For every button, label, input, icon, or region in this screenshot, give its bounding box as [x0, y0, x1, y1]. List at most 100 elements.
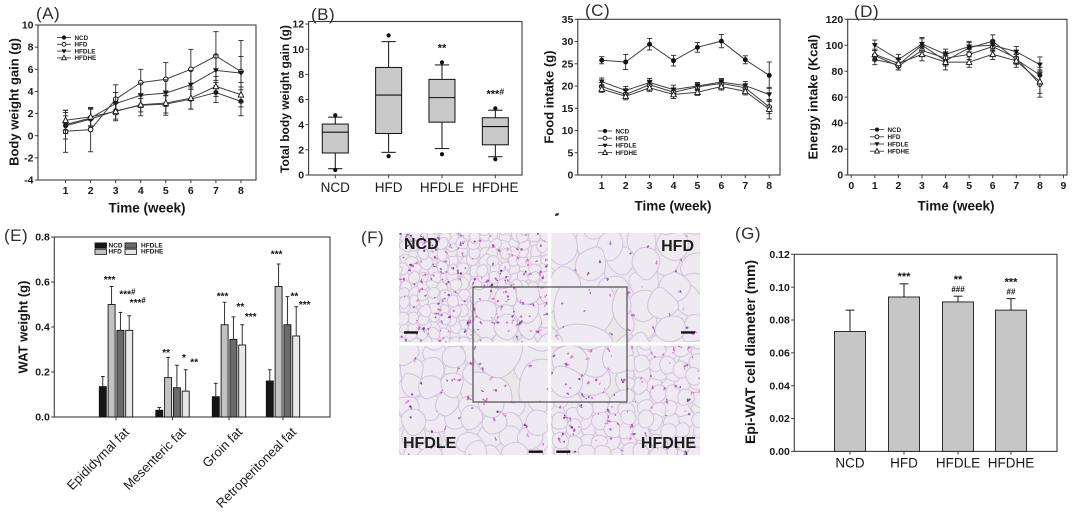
- adipocyte-cell: [399, 295, 411, 310]
- stain-speckle: [476, 329, 480, 331]
- stain-speckle: [569, 424, 571, 427]
- legend-label: NCD: [109, 242, 123, 249]
- stain-speckle: [464, 330, 467, 333]
- stain-streak: [409, 405, 413, 410]
- stain-speckle: [549, 372, 551, 374]
- stain-streak: [569, 417, 572, 423]
- adipocyte-cell: [399, 450, 402, 455]
- stain-speckle: [511, 314, 514, 318]
- stain-speckle: [573, 450, 576, 453]
- stain-speckle: [566, 392, 569, 395]
- y-tick-label: 8: [28, 42, 34, 54]
- stain-streak: [606, 410, 611, 413]
- box-NCD: [321, 113, 349, 173]
- marker-triangle-down-filled: [602, 143, 608, 148]
- marker-triangle-up-open: [765, 105, 773, 112]
- y-tick-label: 10: [292, 44, 304, 56]
- stain-speckle: [495, 389, 498, 392]
- series-line: [601, 40, 770, 76]
- y-tick-label: 20: [562, 81, 574, 93]
- stain-speckle: [513, 310, 515, 313]
- x-tick-label: 8: [238, 185, 244, 197]
- marker-circle-filled: [718, 38, 724, 44]
- adipocyte-cell: [440, 372, 464, 399]
- bar: [181, 390, 190, 418]
- bar: [211, 396, 220, 418]
- adipocyte-cell: [399, 233, 402, 241]
- stain-streak: [629, 424, 634, 429]
- adipocyte-cell: [399, 265, 403, 277]
- stain-speckle: [686, 235, 688, 237]
- adipocyte-cell: [455, 236, 469, 250]
- adipocyte-cell: [574, 246, 607, 282]
- stain-speckle: [578, 405, 581, 407]
- stain-speckle: [496, 279, 499, 282]
- bar-HFD: [888, 283, 920, 452]
- x-tick-label: 7: [742, 180, 748, 192]
- adipocyte-cell: [498, 233, 508, 236]
- stain-speckle: [532, 304, 535, 307]
- stain-speckle: [506, 298, 510, 301]
- adipocyte-cell: [478, 233, 491, 236]
- panel-B-chart: 0 2 4 6 8 10 12 NCD HFD HFDLE ** HFDHE ***#: [292, 19, 523, 195]
- stain-speckle: [434, 255, 436, 257]
- stain-speckle: [426, 241, 428, 243]
- stain-streak: [452, 291, 459, 294]
- stain-speckle: [686, 348, 689, 351]
- stain-speckle: [437, 302, 441, 304]
- adipocyte-cell: [516, 233, 529, 244]
- marker-circle-filled: [61, 35, 67, 40]
- stain-speckle: [430, 277, 433, 281]
- stain-speckle: [525, 426, 527, 429]
- marker-triangle-up-open: [62, 116, 70, 123]
- adipocyte-cell: [540, 254, 548, 266]
- stain-speckle: [507, 280, 510, 282]
- adipocyte-cell: [659, 355, 677, 375]
- series-line: [874, 43, 1041, 66]
- panel-G-chart: 0.00 0.02 0.04 0.06 0.08 0.10 0.12 NCD HFD *** HFD…: [769, 249, 1058, 470]
- stain-speckle: [563, 414, 566, 417]
- x-tick-label: 5: [695, 180, 701, 192]
- legend-swatch: [124, 242, 137, 249]
- stain-speckle: [627, 328, 630, 331]
- legend-label: HFD: [75, 42, 88, 49]
- stain-speckle: [590, 396, 594, 400]
- stain-speckle: [697, 370, 699, 372]
- stain-speckle: [444, 425, 447, 428]
- stain-speckle: [562, 325, 565, 328]
- legend-label: HFD: [888, 134, 901, 141]
- stain-speckle: [409, 263, 413, 267]
- stain-speckle: [644, 444, 647, 447]
- adipocyte-cell: [509, 233, 519, 235]
- stain-speckle: [609, 427, 611, 430]
- stain-streak: [479, 321, 483, 325]
- stain-speckle: [489, 235, 492, 237]
- bar: [292, 335, 301, 418]
- x-tick-label: 2: [623, 180, 629, 192]
- stain-speckle: [552, 355, 555, 358]
- stain-speckle: [504, 266, 506, 268]
- stain-speckle: [456, 269, 460, 273]
- stain-speckle: [573, 428, 576, 431]
- marker-triangle-up-open: [669, 90, 678, 98]
- stain-speckle: [598, 261, 602, 264]
- stain-speckle: [598, 260, 601, 262]
- adipocyte-cell: [677, 388, 695, 406]
- stain-streak: [538, 271, 542, 277]
- stain-speckle: [441, 389, 444, 392]
- adipocyte-cell: [654, 315, 686, 343]
- stain-streak: [441, 298, 444, 303]
- stain-streak: [410, 240, 415, 243]
- adipocyte-cell: [631, 246, 661, 281]
- inset-magnified-HFD: [551, 287, 627, 343]
- box-body: [321, 123, 349, 154]
- adipocyte-cell: [638, 345, 653, 351]
- stain-speckle: [507, 275, 509, 278]
- adipocyte-cell: [611, 287, 627, 332]
- stain-streak: [419, 279, 424, 285]
- x-tick-label: 4: [138, 185, 144, 197]
- adipocyte-cell: [519, 233, 530, 236]
- stain-speckle: [580, 406, 583, 408]
- stain-speckle: [631, 345, 634, 347]
- series-line: [601, 85, 770, 110]
